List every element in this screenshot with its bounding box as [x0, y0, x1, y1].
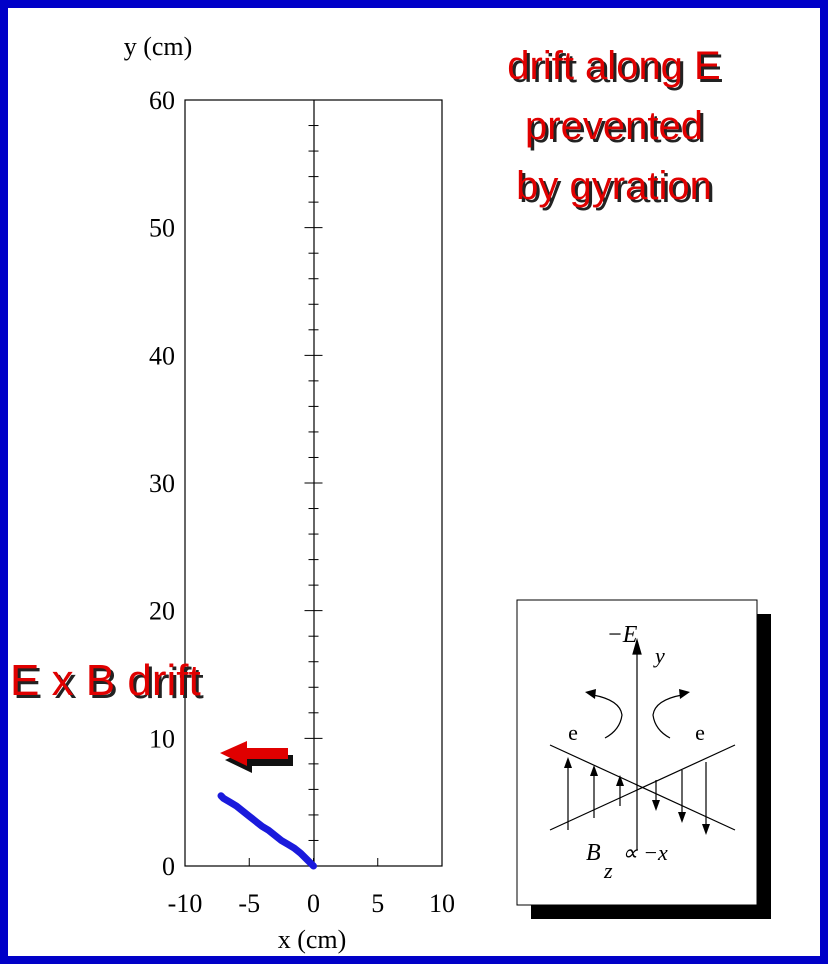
field-label: −E: [607, 622, 638, 648]
title-line: prevented: [525, 104, 703, 148]
b-label: B: [586, 840, 601, 866]
y-tick-label: 10: [149, 724, 175, 753]
x-tick-label: 10: [429, 889, 455, 918]
b-relation: ∝ −x: [622, 840, 668, 865]
title-group: drift along E prevented by gyration drift …: [507, 44, 723, 211]
y-tick-label: 20: [149, 597, 175, 626]
x-tick-label: -5: [238, 889, 260, 918]
y-tick-label: 30: [149, 469, 175, 498]
title-line: drift along E: [507, 44, 720, 88]
y-axis-label: y (cm): [124, 32, 193, 61]
title: drift along E prevented by gyration: [507, 44, 720, 208]
b-sub: z: [603, 858, 613, 883]
page: drift along E prevented by gyration drift …: [0, 0, 828, 964]
y-tick-label: 60: [149, 86, 175, 115]
x-axis-label: x (cm): [278, 925, 347, 954]
inset: −E y e e B z ∝ −x: [517, 600, 771, 919]
y-tick-label: 0: [162, 852, 175, 881]
x-tick-label: -10: [168, 889, 203, 918]
y-tick-label: 50: [149, 214, 175, 243]
x-tick-label: 0: [307, 889, 320, 918]
y-tick-label: 40: [149, 341, 175, 370]
x-tick-label: 5: [371, 889, 384, 918]
charge-label: e: [568, 720, 578, 745]
annotation: E x B drift: [10, 656, 201, 705]
slide: drift along E prevented by gyration drift …: [0, 0, 828, 964]
charge-label: e: [695, 720, 705, 745]
field-sub: y: [653, 643, 665, 668]
title-line: by gyration: [516, 164, 712, 208]
